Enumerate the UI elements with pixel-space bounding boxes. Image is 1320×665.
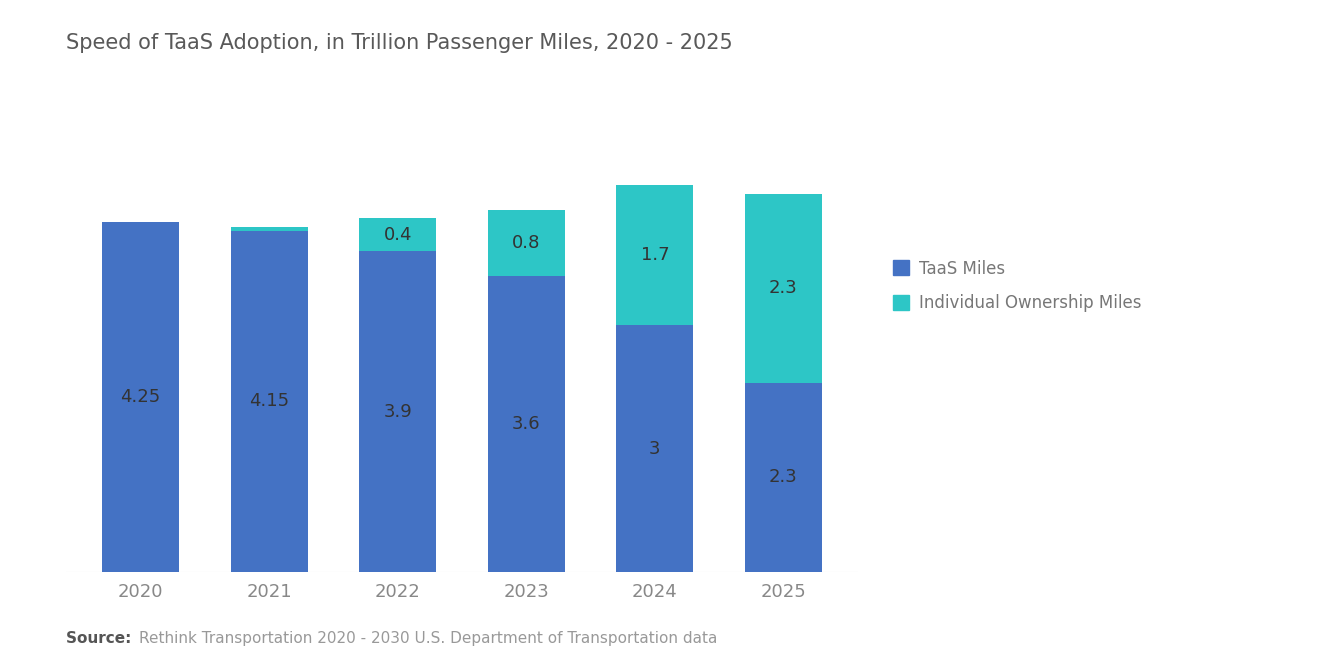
Bar (359, 251, 437, 572)
Bar (616, 186, 693, 325)
Text: Rethink Transportation 2020 - 2030 U.S. Department of Transportation data: Rethink Transportation 2020 - 2030 U.S. … (139, 631, 717, 646)
Text: 2.3: 2.3 (770, 468, 797, 486)
Text: 1.7: 1.7 (640, 246, 669, 265)
Text: 0.8: 0.8 (512, 234, 540, 252)
Text: 4.25: 4.25 (120, 388, 161, 406)
Text: 3: 3 (649, 440, 660, 458)
Text: 3.6: 3.6 (512, 415, 541, 433)
Text: 3.9: 3.9 (383, 402, 412, 420)
Legend: TaaS Miles, Individual Ownership Miles: TaaS Miles, Individual Ownership Miles (892, 259, 1142, 313)
Bar (744, 194, 822, 383)
Text: 2.3: 2.3 (770, 279, 797, 297)
Bar (231, 231, 308, 572)
Text: 0.4: 0.4 (384, 226, 412, 244)
Bar (102, 223, 180, 572)
Bar (616, 325, 693, 572)
Bar (231, 227, 308, 231)
Text: Speed of TaaS Adoption, in Trillion Passenger Miles, 2020 - 2025: Speed of TaaS Adoption, in Trillion Pass… (66, 33, 733, 53)
Bar (487, 210, 565, 276)
Bar (359, 218, 437, 251)
Bar (744, 383, 822, 572)
Text: Source:: Source: (66, 631, 141, 646)
Text: 4.15: 4.15 (249, 392, 289, 410)
Bar (487, 276, 565, 572)
